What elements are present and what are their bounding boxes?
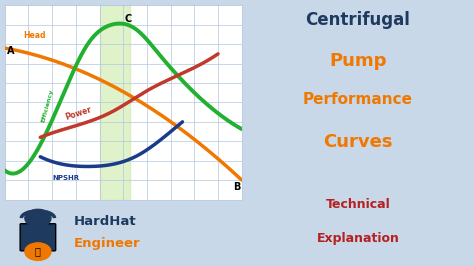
Text: Power: Power	[64, 105, 92, 122]
Text: Curves: Curves	[323, 133, 392, 151]
Text: Efficiency: Efficiency	[40, 88, 54, 123]
Text: Technical: Technical	[326, 198, 390, 211]
Text: 🔥: 🔥	[35, 247, 41, 257]
Text: C: C	[124, 14, 131, 24]
Text: Engineer: Engineer	[73, 237, 140, 250]
Text: HardHat: HardHat	[73, 215, 136, 228]
Text: B: B	[234, 182, 241, 192]
Text: NPSHR: NPSHR	[52, 175, 79, 181]
Text: A: A	[7, 46, 15, 56]
Text: Explanation: Explanation	[317, 232, 399, 246]
Text: Pump: Pump	[329, 52, 387, 70]
Circle shape	[25, 209, 51, 227]
Text: Performance: Performance	[303, 92, 413, 107]
FancyBboxPatch shape	[20, 224, 56, 251]
Text: Head: Head	[24, 31, 46, 40]
Circle shape	[25, 243, 51, 260]
Text: Centrifugal: Centrifugal	[305, 11, 410, 28]
Bar	[100, 5, 130, 200]
